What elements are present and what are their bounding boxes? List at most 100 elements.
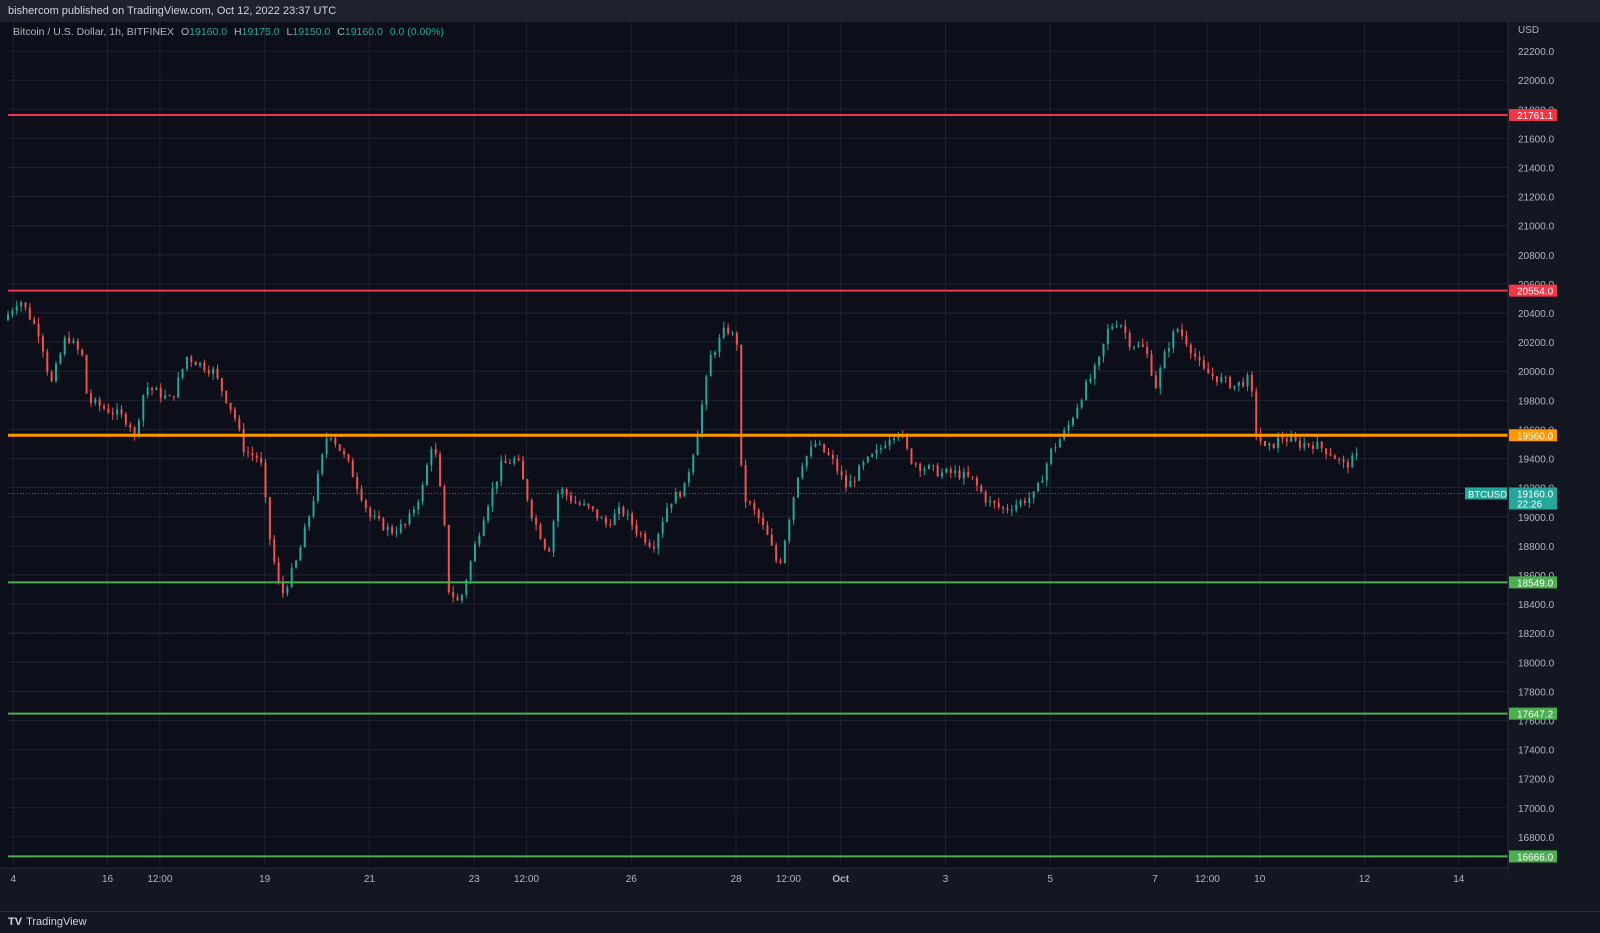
candle-body	[347, 454, 350, 461]
candle-body	[796, 477, 799, 498]
candle-body	[1351, 455, 1354, 468]
candle-body	[207, 370, 210, 374]
candle-body	[1202, 360, 1205, 369]
candle-body	[50, 371, 53, 382]
candle-body	[377, 515, 380, 519]
candle-body	[971, 476, 974, 478]
candle-body	[517, 458, 520, 461]
candle-body	[858, 465, 861, 481]
candle-body	[652, 546, 655, 549]
candle-body	[683, 482, 686, 497]
candle-body	[1211, 373, 1214, 377]
candle-body	[316, 473, 319, 501]
low-label: L	[286, 26, 293, 38]
candle-body	[709, 355, 712, 377]
candle-body	[1185, 335, 1188, 345]
published-text: bishercom published on TradingView.com, …	[8, 5, 337, 17]
candle-body	[1268, 443, 1271, 446]
candle-body	[417, 501, 420, 510]
time-tick-label: 3	[943, 874, 949, 885]
candle-body	[487, 506, 490, 521]
candle-body	[862, 462, 865, 466]
price-tick-label: 20200.0	[1518, 338, 1555, 349]
candle-body	[674, 491, 677, 504]
candle-body	[670, 503, 673, 509]
candle-body	[919, 463, 922, 471]
candle-body	[936, 465, 939, 477]
candle-body	[386, 526, 389, 531]
symbol-tag	[1465, 487, 1507, 500]
candle-body	[190, 356, 193, 362]
candle-body	[1010, 509, 1013, 511]
candle-body	[203, 362, 206, 371]
candle-body	[334, 438, 337, 445]
price-tick-label: 19000.0	[1518, 513, 1555, 524]
candle-body	[692, 455, 695, 473]
candle-body	[233, 409, 236, 419]
symbol-legend[interactable]: Bitcoin / U.S. Dollar, 1h, BITFINEX O191…	[13, 26, 444, 38]
candle-body	[434, 448, 437, 455]
candle-body	[1089, 378, 1092, 382]
candle-body	[268, 497, 271, 540]
time-tick-label: 7	[1152, 874, 1158, 885]
candle-body	[216, 368, 219, 379]
candle-body	[247, 452, 250, 454]
level-price-tag	[1509, 108, 1557, 121]
tradingview-logo-icon[interactable]: TV	[8, 916, 23, 928]
candle-body	[395, 532, 398, 534]
candle-body	[1150, 354, 1153, 376]
candle-body	[831, 454, 834, 459]
candle-body	[1237, 381, 1240, 386]
candle-body	[238, 418, 241, 429]
candle-body	[543, 539, 546, 549]
candle-body	[700, 404, 703, 434]
candle-body	[430, 448, 433, 466]
brand-name[interactable]: TradingView	[26, 916, 87, 928]
candle-body	[954, 470, 957, 474]
candle-body	[1207, 368, 1210, 374]
candle-body	[539, 524, 542, 540]
candle-body	[28, 307, 31, 320]
candle-body	[1346, 461, 1349, 468]
candle-body	[775, 545, 778, 561]
candle-body	[500, 460, 503, 482]
symbol-tag-text: BTCUSD	[1468, 489, 1507, 500]
candle-body	[840, 471, 843, 476]
candle-body	[1115, 326, 1118, 328]
candle-body	[68, 337, 71, 343]
price-tick-label: 17200.0	[1518, 775, 1555, 786]
bar-countdown-text: 22:26	[1517, 499, 1542, 510]
candle-body	[465, 580, 468, 595]
candle-body	[731, 333, 734, 335]
candle-body	[1189, 344, 1192, 354]
candle-body	[1263, 441, 1266, 446]
footer-bar: TV TradingView	[0, 911, 1600, 933]
level-price-tag	[1509, 850, 1557, 863]
last-price-tag	[1509, 487, 1557, 510]
candle-body	[508, 463, 511, 465]
candle-body	[338, 444, 341, 451]
candle-body	[277, 562, 280, 582]
candle-body	[399, 523, 402, 533]
candle-body	[303, 526, 306, 548]
candle-body	[888, 439, 891, 446]
candle-body	[85, 355, 88, 394]
candle-body	[225, 390, 228, 403]
time-axis-background	[0, 868, 1508, 912]
candle-body	[1015, 504, 1018, 510]
candle-body	[1085, 381, 1088, 400]
candle-body	[63, 337, 66, 355]
candle-body	[1019, 500, 1022, 505]
candle-body	[1259, 433, 1262, 442]
candle-body	[788, 520, 791, 541]
candle-body	[194, 361, 197, 366]
candle-body	[1307, 443, 1310, 446]
price-tick-label: 19400.0	[1518, 455, 1555, 466]
candle-body	[98, 399, 101, 407]
candle-body	[103, 406, 106, 409]
candle-body	[255, 455, 258, 458]
price-axis-background	[1508, 0, 1600, 933]
candle-body	[351, 460, 354, 478]
